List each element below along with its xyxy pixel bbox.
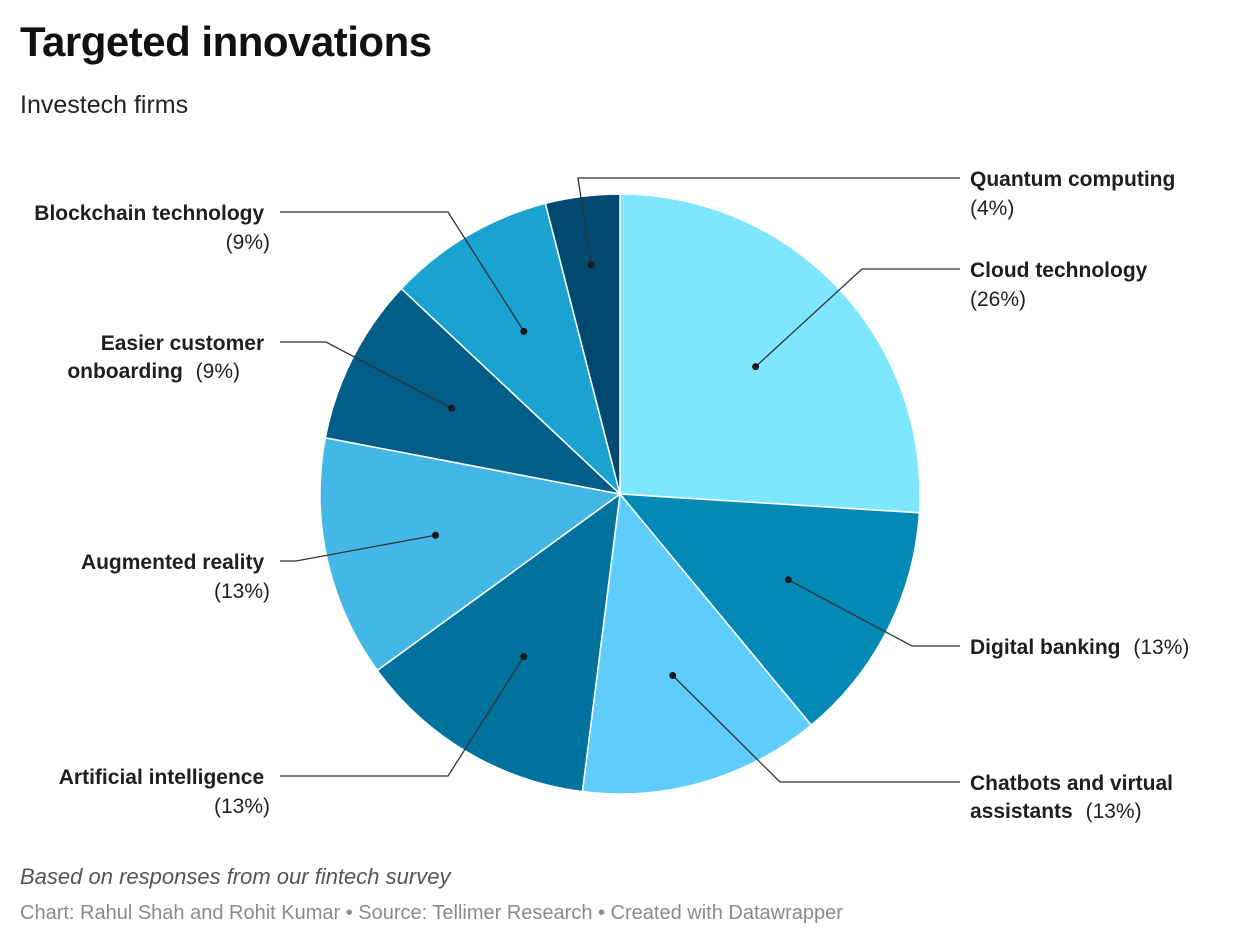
leader-dot-cloud-technology [752, 363, 760, 371]
leader-lines [280, 177, 960, 783]
leader-dot-augmented-reality [432, 531, 440, 539]
slice-label-value: (4%) [970, 197, 1014, 220]
slice-label-name: Cloud technology [970, 259, 1148, 282]
leader-line-quantum-computing [577, 177, 960, 265]
leader-line-artificial-intelligence [280, 656, 525, 777]
slice-label-value: (9%) [226, 231, 270, 254]
slice-labels: Quantum computing (4%) Cloud technology … [34, 168, 1189, 823]
slice-label-name: Artificial intelligence [59, 766, 264, 789]
pie-slice-artificial-intelligence [376, 492, 621, 793]
slice-label-name-line2: onboarding [67, 360, 182, 383]
slice-label-cloud-technology: Cloud technology (26%) [970, 259, 1153, 311]
slice-label-name: Blockchain technology [34, 202, 264, 225]
slice-label-value: (26%) [970, 288, 1026, 311]
leader-dot-chatbots-and-virtual-assistants [669, 671, 677, 679]
chart-title: Targeted innovations [20, 18, 432, 65]
leader-line-digital-banking [788, 579, 960, 647]
pie-slice-blockchain-technology [400, 202, 622, 497]
slice-label-augmented-reality: Augmented reality (13%) [81, 551, 270, 603]
slice-label-artificial-intelligence: Artificial intelligence (13%) [59, 766, 270, 818]
chart-note: Based on responses from our fintech surv… [20, 864, 451, 889]
slice-label-value: (9%) [196, 360, 240, 383]
leader-line-augmented-reality [280, 534, 436, 562]
chart-credit: Chart: Rahul Shah and Rohit Kumar • Sour… [20, 902, 843, 924]
pie-slice-augmented-reality [319, 436, 622, 672]
slice-label-value: (13%) [1133, 636, 1189, 659]
leader-line-chatbots-and-virtual-assistants [672, 675, 960, 783]
leader-line-easier-customer-onboarding [280, 341, 452, 409]
pie-slice-easier-customer-onboarding [324, 287, 623, 496]
leader-dot-blockchain-technology [520, 327, 528, 335]
slice-label-easier-customer-onboarding: Easier customer onboarding (9%) [67, 332, 270, 383]
leader-line-cloud-technology [755, 268, 960, 368]
pie-slice-quantum-computing [544, 193, 621, 495]
slice-label-chatbots: Chatbots and virtual assistants (13%) [970, 772, 1179, 823]
slice-label-quantum-computing: Quantum computing (4%) [970, 168, 1181, 220]
pie-slice-digital-banking [618, 493, 921, 727]
slice-label-value: (13%) [1086, 800, 1142, 823]
slice-label-name: Augmented reality [81, 551, 265, 574]
leader-dot-easier-customer-onboarding [448, 404, 456, 412]
leader-dot-digital-banking [784, 576, 792, 584]
slice-label-name-line1: Chatbots and virtual [970, 772, 1173, 795]
pie-slices [319, 193, 921, 795]
leader-dot-quantum-computing [587, 261, 595, 269]
chart-subtitle: Investech firms [20, 91, 189, 119]
leader-dot-artificial-intelligence [520, 653, 528, 661]
slice-label-name: Digital banking [970, 636, 1121, 659]
leader-line-blockchain-technology [280, 211, 525, 332]
slice-label-name: Quantum computing [970, 168, 1175, 191]
slice-label-digital-banking: Digital banking (13%) [970, 636, 1189, 659]
slice-label-value: (13%) [214, 795, 270, 818]
slice-label-value: (13%) [214, 580, 270, 603]
slice-label-name-line1: Easier customer [101, 332, 264, 355]
pie-slice-chatbots-and-virtual-assistants [581, 492, 813, 795]
slice-label-blockchain-technology: Blockchain technology (9%) [34, 202, 270, 254]
slice-label-name-line2: assistants [970, 800, 1073, 823]
